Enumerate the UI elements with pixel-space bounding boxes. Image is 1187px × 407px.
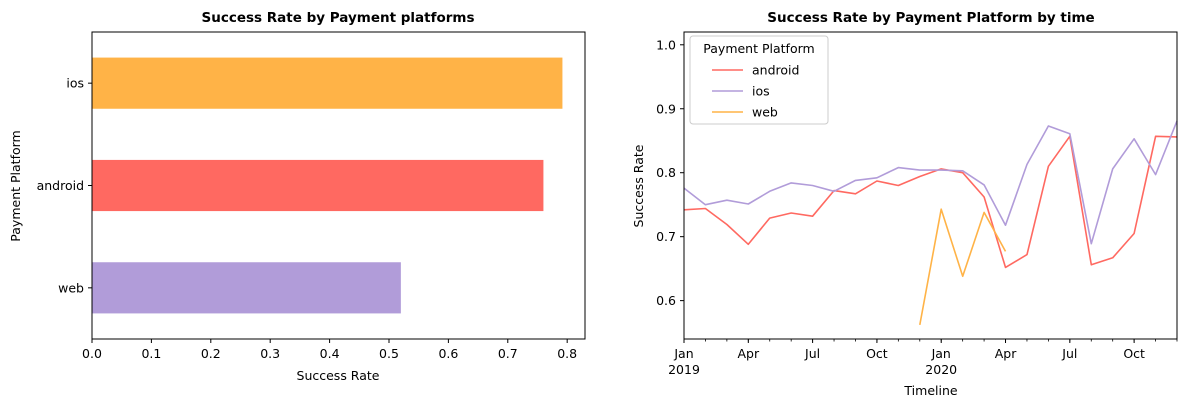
bar-x-ticks: 0.0 0.1 0.2 0.3 0.4 0.5 0.6 0.7 0.8 xyxy=(82,339,577,361)
line-y-axis-label: Success Rate xyxy=(631,144,646,227)
bar-x-tick-label: 0.2 xyxy=(201,346,221,361)
bar-x-tick-label: 0.4 xyxy=(320,346,340,361)
bar-y-axis-label: Payment Platform xyxy=(8,130,23,241)
bar-x-tick-label: 0.8 xyxy=(557,346,577,361)
line-y-tick-label: 0.9 xyxy=(656,101,676,116)
bar-y-tick-label: android xyxy=(37,178,84,193)
legend-label-web: web xyxy=(752,105,778,120)
legend-title: Payment Platform xyxy=(703,41,814,56)
line-marks xyxy=(683,120,1178,326)
line-plot-frame xyxy=(683,31,1178,340)
bar-x-tick-label: 0.1 xyxy=(141,346,161,361)
bar-chart-title: Success Rate by Payment platforms xyxy=(201,10,474,26)
bar-ios xyxy=(92,57,563,109)
line-x-tick-label: Jan xyxy=(673,346,693,361)
line-legend: Payment Platform android ios web xyxy=(689,35,829,125)
bar-plot-frame xyxy=(91,31,586,340)
bar-x-tick-label: 0.0 xyxy=(82,346,102,361)
bar-x-axis-label: Success Rate xyxy=(297,368,380,383)
line-x-tick-label: Oct xyxy=(866,346,888,361)
line-chart: Success Rate by Payment Platform by time… xyxy=(631,10,1178,398)
bar-marks xyxy=(92,57,563,314)
line-y-ticks: 0.6 0.7 0.8 0.9 1.0 xyxy=(656,37,684,308)
bar-chart: Success Rate by Payment platforms 0.0 0.1… xyxy=(8,10,586,383)
line-y-tick-label: 1.0 xyxy=(656,37,676,52)
line-x-tick-label: Jul xyxy=(1061,346,1077,361)
line-y-tick-label: 0.6 xyxy=(656,293,676,308)
bar-x-tick-label: 0.3 xyxy=(260,346,280,361)
line-x-tick-label: Oct xyxy=(1123,346,1145,361)
line-x-tick-label: Apr xyxy=(737,346,759,361)
line-x-tick-label: Jan xyxy=(931,346,951,361)
bar-y-ticks: web android ios xyxy=(37,76,92,295)
line-chart-title: Success Rate by Payment Platform by time xyxy=(767,10,1094,26)
line-x-tick-label: Apr xyxy=(995,346,1017,361)
bar-y-tick-label: ios xyxy=(66,76,84,91)
legend-label-ios: ios xyxy=(752,84,770,99)
line-series-ios xyxy=(683,120,1178,245)
line-series-web xyxy=(919,208,1007,326)
legend-entries: android ios web xyxy=(712,63,799,120)
bar-x-tick-label: 0.5 xyxy=(379,346,399,361)
line-y-tick-label: 0.7 xyxy=(656,229,676,244)
line-y-tick-label: 0.8 xyxy=(656,165,676,180)
bar-x-tick-label: 0.7 xyxy=(498,346,518,361)
bar-android xyxy=(92,159,544,212)
bar-web xyxy=(92,262,401,314)
line-x-tick-year: 2019 xyxy=(668,362,700,377)
line-x-tick-label: Jul xyxy=(804,346,820,361)
bar-y-tick-label: web xyxy=(58,280,84,295)
line-series-android xyxy=(683,135,1178,269)
legend-label-android: android xyxy=(752,63,799,78)
legend-box xyxy=(689,35,829,125)
line-x-tick-year: 2020 xyxy=(925,362,957,377)
line-x-axis-label: Timeline xyxy=(903,383,957,398)
bar-x-tick-label: 0.6 xyxy=(438,346,458,361)
